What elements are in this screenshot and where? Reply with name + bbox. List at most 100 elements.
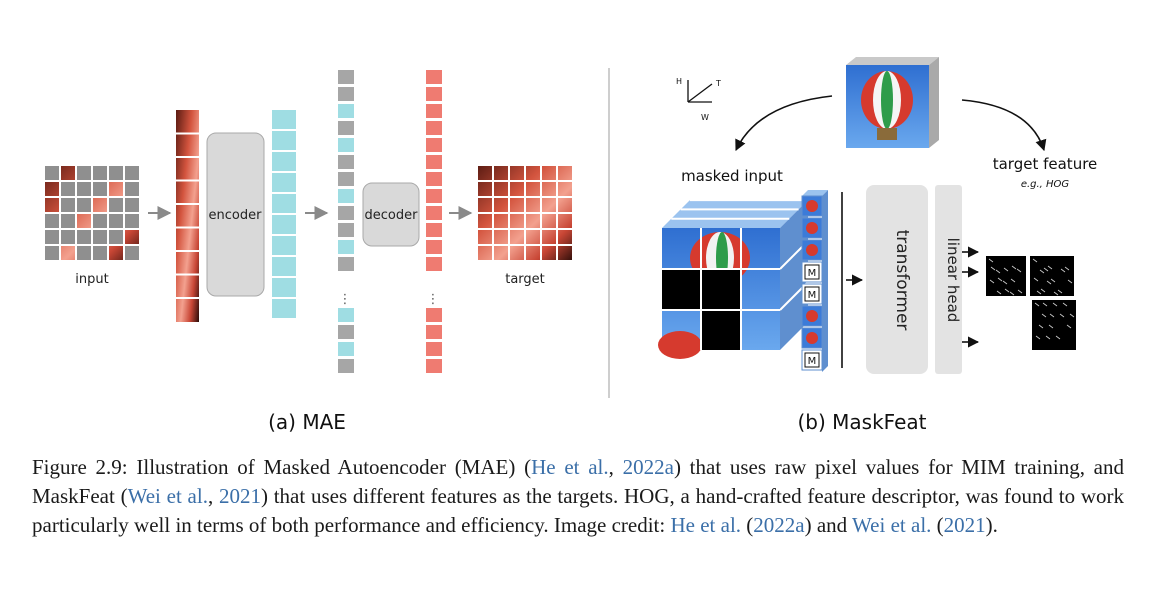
mae-visible-patches <box>176 110 199 322</box>
token <box>338 104 354 118</box>
decoded-token <box>426 223 442 237</box>
decoded-token <box>426 70 442 84</box>
citation-link[interactable]: He et al. <box>531 455 609 479</box>
linear-head-label: linear head <box>944 238 962 323</box>
video-cube <box>846 57 939 148</box>
caption-text: ) that uses raw pixel values for MIM tra… <box>32 455 1124 508</box>
token <box>338 359 354 373</box>
mae-ellipsis-1: ⋮ <box>339 292 352 307</box>
token <box>338 325 354 339</box>
decoded-token <box>426 87 442 101</box>
figure-caption: Figure 2.9: Illustration of Masked Autoe… <box>32 453 1124 540</box>
masked-input-cube <box>658 199 809 359</box>
axis-indicator <box>687 80 713 103</box>
mask-token-label: M <box>808 290 817 301</box>
axis-w-label: W <box>701 113 709 122</box>
decoded-token <box>426 121 442 135</box>
token <box>338 257 354 271</box>
mask-token-label: M <box>808 268 817 279</box>
caption-text: ) and <box>804 513 853 537</box>
mae-ellipsis-2: ⋮ <box>427 292 440 307</box>
mae-input-image <box>43 164 141 262</box>
decoded-token <box>426 257 442 271</box>
decoded-token <box>426 172 442 186</box>
encoded-token <box>272 299 296 318</box>
citation-link[interactable]: Wei et al. <box>127 484 208 508</box>
citation-link[interactable]: He et al. <box>670 513 742 537</box>
maskfeat-subcaption: (b) MaskFeat <box>798 410 927 434</box>
decoded-token <box>426 359 442 373</box>
token <box>338 223 354 237</box>
token <box>338 138 354 152</box>
transformer-label: transformer <box>892 230 912 331</box>
maskfeat-panel: H T W masked input target feature e.g., … <box>658 57 1097 434</box>
target-feature-label: target feature <box>993 155 1098 173</box>
encoded-token <box>272 110 296 129</box>
token <box>338 155 354 169</box>
mae-decoder-label: decoder <box>365 208 419 223</box>
encoded-token <box>272 152 296 171</box>
token <box>338 240 354 254</box>
mae-decoder-block <box>362 182 420 247</box>
token <box>338 121 354 135</box>
decoded-token <box>426 155 442 169</box>
target-feature-example: e.g., HOG <box>1021 179 1070 190</box>
masked-input-arrow <box>735 95 833 152</box>
mae-full-tokens <box>338 70 354 373</box>
hog-feature-maps <box>986 256 1076 350</box>
mae-target-image <box>476 164 574 262</box>
decoded-token <box>426 325 442 339</box>
token <box>338 172 354 186</box>
decoded-token <box>426 206 442 220</box>
mae-encoder-label: encoder <box>209 208 263 223</box>
citation-year-link[interactable]: 2022a <box>753 513 805 537</box>
decoded-token <box>426 342 442 356</box>
masked-input-label: masked input <box>681 167 783 185</box>
token <box>338 70 354 84</box>
citation-year-link[interactable]: 2021 <box>943 513 986 537</box>
encoded-token <box>272 131 296 150</box>
mae-input-label: input <box>75 272 108 287</box>
caption-text: ). <box>985 513 998 537</box>
token <box>338 189 354 203</box>
decoded-token <box>426 240 442 254</box>
encoded-token <box>272 173 296 192</box>
encoded-token <box>272 278 296 297</box>
decoded-token <box>426 104 442 118</box>
mae-decoded-tokens <box>426 70 442 373</box>
token <box>338 342 354 356</box>
mae-encoder-block <box>206 132 265 297</box>
caption-separator: , <box>207 484 219 508</box>
encoded-token <box>272 215 296 234</box>
token <box>338 308 354 322</box>
citation-year-link[interactable]: 2021 <box>218 484 261 508</box>
decoded-token <box>426 308 442 322</box>
citation-year-link[interactable]: 2022a <box>622 455 674 479</box>
hog-map <box>1030 256 1074 296</box>
mask-token-label: M <box>808 356 817 367</box>
encoded-token <box>272 194 296 213</box>
caption-separator: , <box>608 455 623 479</box>
citation-link[interactable]: Wei et al. <box>852 513 932 537</box>
transformer-block <box>866 185 928 374</box>
axis-t-label: T <box>715 79 721 88</box>
decoded-token <box>426 189 442 203</box>
mae-panel: input encoder ⋮ decoder ⋮ target (a) MAE <box>43 70 574 434</box>
maskfeat-token-column: MMM <box>801 190 828 372</box>
mae-target-label: target <box>505 272 545 287</box>
axis-h-label: H <box>676 77 682 86</box>
encoded-token <box>272 236 296 255</box>
mae-subcaption: (a) MAE <box>268 410 346 434</box>
caption-separator: ( <box>931 513 944 537</box>
target-feature-arrow <box>961 99 1047 152</box>
decoded-token <box>426 138 442 152</box>
encoded-token <box>272 257 296 276</box>
hog-map <box>1032 300 1076 350</box>
caption-text: ) that uses different features as the ta… <box>32 484 1125 537</box>
caption-lead: Figure 2.9: Illustration of Masked Autoe… <box>32 455 532 479</box>
mae-encoded-tokens <box>272 110 296 318</box>
linear-head-block <box>935 185 962 374</box>
token <box>338 87 354 101</box>
token <box>338 206 354 220</box>
